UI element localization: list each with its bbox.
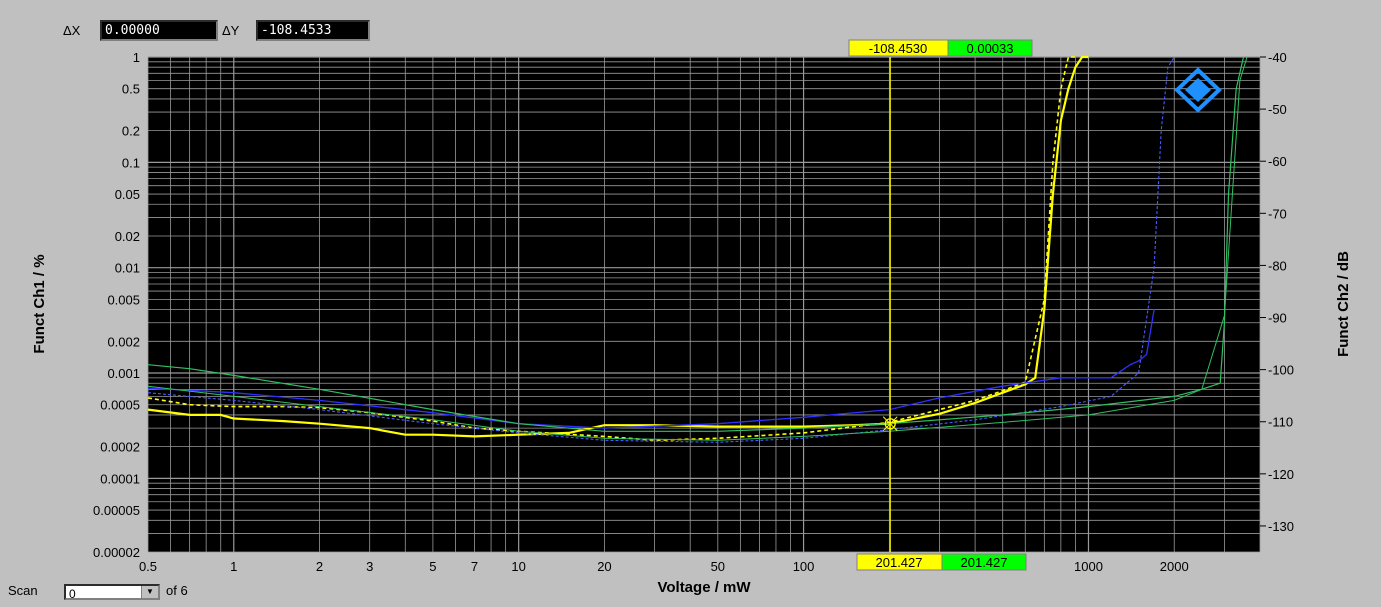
y-left-tick-label: 0.0001 — [100, 471, 140, 486]
delta-y-label: ΔY — [222, 23, 240, 38]
cursor-top-labels: -108.4530 0.00033 — [848, 39, 1033, 57]
x-tick-label: 1000 — [1074, 559, 1103, 574]
chevron-down-icon[interactable]: ▼ — [141, 586, 158, 598]
y-left-tick-label: 1 — [133, 50, 140, 65]
cursor-bottom-labels: 201.427 201.427 — [856, 553, 1027, 571]
y-left-axis-label: Funct Ch1 / % — [31, 254, 48, 353]
cursor-bottom-green-value: 201.427 — [961, 555, 1008, 570]
y-right-axis-label: Funct Ch2 / dB — [1335, 251, 1352, 357]
cursor-marker-cross — [882, 416, 898, 432]
scan-of-label: of 6 — [166, 583, 188, 598]
cursor-top-green-value: 0.00033 — [967, 41, 1014, 56]
delta-x-value: 0.00000 — [100, 20, 218, 41]
x-axis-label: Voltage / mW — [657, 579, 751, 596]
y-right-tick-label: -120 — [1268, 467, 1294, 482]
x-tick-label: 2 — [316, 559, 323, 574]
y-right-tick-label: -40 — [1268, 50, 1287, 65]
y-left-tick-label: 0.002 — [107, 334, 140, 349]
x-tick-label: 0.5 — [139, 559, 157, 574]
y-right-tick-label: -60 — [1268, 154, 1287, 169]
plot-area — [148, 57, 1260, 552]
scan-label: Scan — [8, 583, 38, 598]
y-left-tick-label: 0.5 — [122, 82, 140, 97]
x-tick-label: 3 — [366, 559, 373, 574]
series-line-4 — [147, 56, 1175, 443]
y-left-tick-label: 0.02 — [115, 229, 140, 244]
delta-x-label: ΔX — [63, 23, 81, 38]
x-tick-label: 50 — [711, 559, 725, 574]
delta-y-value: -108.4533 — [256, 20, 370, 41]
y-left-tick-label: 0.2 — [122, 124, 140, 139]
y-left-tick-label: 0.001 — [107, 366, 140, 381]
scan-select[interactable]: 0 ▼ — [64, 584, 160, 601]
x-tick-label: 20 — [597, 559, 611, 574]
x-tick-label: 7 — [471, 559, 478, 574]
y-right-tick-label: -90 — [1268, 311, 1287, 326]
y-right-tick-label: -80 — [1268, 258, 1287, 273]
cursor-bottom-yellow-value: 201.427 — [876, 555, 923, 570]
y-right-tick-label: -70 — [1268, 206, 1287, 221]
series-line-3 — [147, 309, 1155, 429]
y-left-tick-label: 0.1 — [122, 155, 140, 170]
y-right-tick-label: -130 — [1268, 519, 1294, 534]
x-tick-label: 10 — [511, 559, 525, 574]
y-left-tick-label: 0.005 — [107, 292, 140, 307]
rs-logo-icon — [1174, 67, 1222, 113]
y-right-tick-label: -110 — [1268, 415, 1293, 430]
series-line-6 — [147, 56, 1248, 441]
series-line-5 — [147, 56, 1245, 432]
x-tick-label: 100 — [793, 559, 815, 574]
cursor-top-yellow-value: -108.4530 — [869, 41, 928, 56]
x-tick-label: 5 — [429, 559, 436, 574]
x-tick-label: 1 — [230, 559, 237, 574]
y-left-tick-label: 0.00002 — [93, 545, 140, 560]
scan-select-value: 0 — [69, 587, 76, 601]
cursor-marker[interactable] — [884, 418, 896, 430]
y-right-tick-label: -50 — [1268, 102, 1287, 117]
y-left-tick-label: 0.01 — [115, 261, 140, 276]
series-line-2 — [147, 56, 1076, 442]
series-line-1 — [147, 55, 1089, 438]
y-left-tick-label: 0.0002 — [100, 440, 140, 455]
y-left-tick-label: 0.0005 — [100, 398, 140, 413]
x-tick-label: 2000 — [1160, 559, 1189, 574]
y-right-tick-label: -100 — [1268, 363, 1294, 378]
y-left-tick-label: 0.00005 — [93, 503, 140, 518]
y-left-tick-label: 0.05 — [115, 187, 140, 202]
